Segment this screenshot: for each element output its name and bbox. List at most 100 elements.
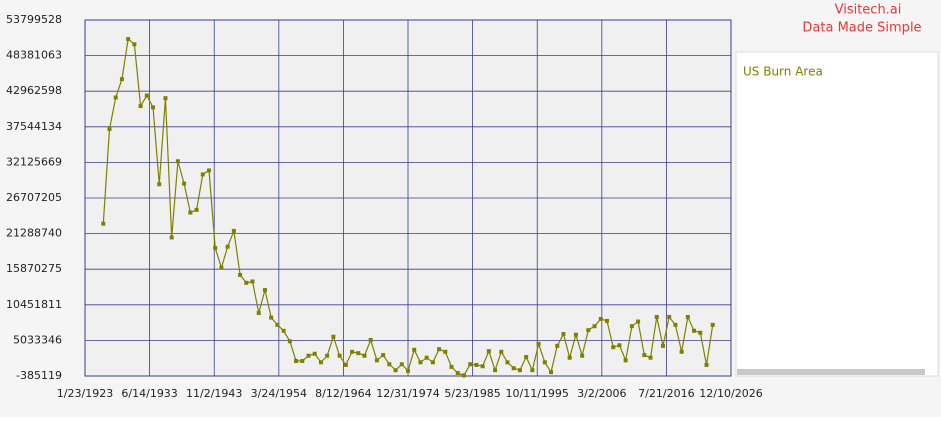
y-tick-label: 37544134	[6, 120, 62, 133]
data-point	[698, 330, 703, 335]
x-tick-label: 12/31/1974	[376, 387, 439, 400]
data-point	[480, 364, 485, 369]
data-point	[580, 353, 585, 358]
data-point	[387, 362, 392, 367]
data-point	[561, 332, 566, 337]
data-point	[673, 322, 678, 327]
y-tick-label: 5033346	[13, 333, 62, 346]
data-point	[468, 362, 473, 367]
data-point	[113, 95, 118, 100]
data-point	[318, 360, 323, 365]
data-point	[275, 322, 280, 327]
data-point	[517, 368, 522, 373]
data-point	[294, 358, 299, 363]
data-point	[188, 210, 193, 215]
data-point	[219, 265, 224, 270]
data-point	[511, 366, 516, 371]
data-point	[412, 347, 417, 352]
data-point	[406, 368, 410, 373]
data-point	[654, 314, 659, 319]
y-tick-label: 26707205	[6, 191, 62, 204]
data-point	[107, 127, 112, 132]
x-tick-label: 3/24/1954	[251, 387, 307, 400]
data-point	[598, 316, 603, 321]
data-point	[573, 332, 578, 337]
data-point	[331, 334, 336, 339]
data-point	[505, 360, 510, 365]
data-point	[493, 368, 498, 373]
data-point	[449, 364, 454, 369]
x-tick-label: 11/2/1943	[186, 387, 242, 400]
data-point	[455, 371, 460, 376]
legend-panel	[735, 51, 939, 377]
data-point	[300, 358, 305, 363]
data-point	[710, 322, 715, 327]
data-point	[374, 358, 379, 363]
data-point	[119, 77, 124, 82]
data-point	[256, 311, 261, 316]
data-point	[368, 337, 373, 342]
x-tick-label: 8/12/1964	[315, 387, 371, 400]
data-point	[542, 360, 547, 365]
data-point	[194, 207, 199, 212]
data-point	[350, 349, 355, 354]
data-point	[312, 351, 317, 356]
data-point	[169, 235, 174, 240]
data-point	[499, 349, 504, 354]
y-tick-label: -385119	[16, 369, 62, 382]
scrollbar[interactable]	[737, 369, 925, 375]
data-point	[461, 373, 466, 378]
data-point	[629, 324, 634, 329]
data-point	[287, 339, 292, 344]
data-point	[704, 362, 709, 367]
x-tick-label: 6/14/1933	[121, 387, 177, 400]
legend-label: US Burn Area	[743, 65, 823, 79]
data-point	[399, 362, 404, 367]
data-point	[586, 328, 591, 333]
x-tick-label: 12/10/2026	[699, 387, 762, 400]
data-point	[126, 37, 131, 42]
data-point	[667, 314, 672, 319]
data-point	[269, 315, 274, 320]
data-point	[262, 288, 267, 293]
data-point	[430, 360, 435, 365]
data-point	[231, 228, 236, 233]
data-point	[611, 345, 616, 350]
data-point	[200, 172, 205, 177]
data-point	[443, 349, 448, 354]
data-point	[207, 168, 212, 173]
data-point	[175, 159, 180, 164]
y-tick-label: 32125669	[6, 155, 62, 168]
x-tick-label: 3/2/2006	[577, 387, 626, 400]
data-point	[163, 96, 168, 101]
y-tick-label: 53799528	[6, 13, 62, 26]
data-point	[679, 349, 684, 354]
data-point	[567, 355, 572, 360]
data-point	[424, 355, 429, 360]
y-tick-label: 15870275	[6, 262, 62, 275]
data-point	[238, 272, 243, 277]
data-point	[362, 353, 367, 358]
y-tick-label: 42962598	[6, 84, 62, 97]
data-point	[418, 360, 423, 365]
data-point	[692, 328, 697, 333]
data-point	[530, 368, 535, 373]
data-point	[244, 280, 249, 285]
data-point	[381, 353, 386, 358]
x-tick-label: 7/21/2016	[638, 387, 694, 400]
data-point	[617, 343, 622, 348]
data-point	[281, 328, 286, 333]
data-point	[337, 353, 342, 358]
data-point	[486, 349, 491, 354]
data-point	[685, 314, 690, 319]
x-tick-label: 1/23/1923	[57, 387, 113, 400]
y-tick-label: 10451811	[6, 298, 62, 311]
data-point	[225, 244, 230, 249]
data-point	[592, 324, 597, 329]
y-tick-label: 21288740	[6, 227, 62, 240]
data-point	[393, 368, 398, 373]
data-point	[157, 182, 162, 187]
data-point	[623, 358, 628, 363]
data-point	[604, 318, 609, 323]
